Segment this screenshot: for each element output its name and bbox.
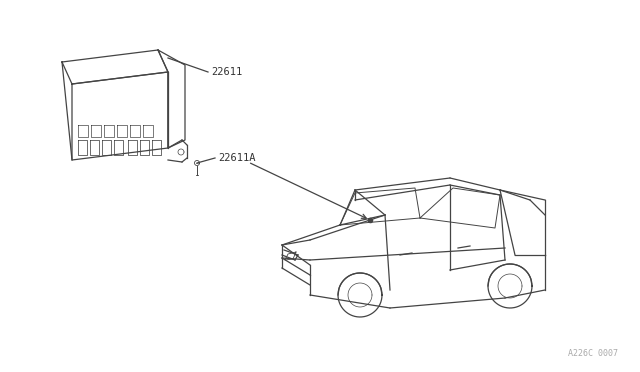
Text: A226C 0007: A226C 0007 (568, 349, 618, 358)
Text: 22611A: 22611A (218, 153, 255, 163)
Text: 22611: 22611 (211, 67, 243, 77)
